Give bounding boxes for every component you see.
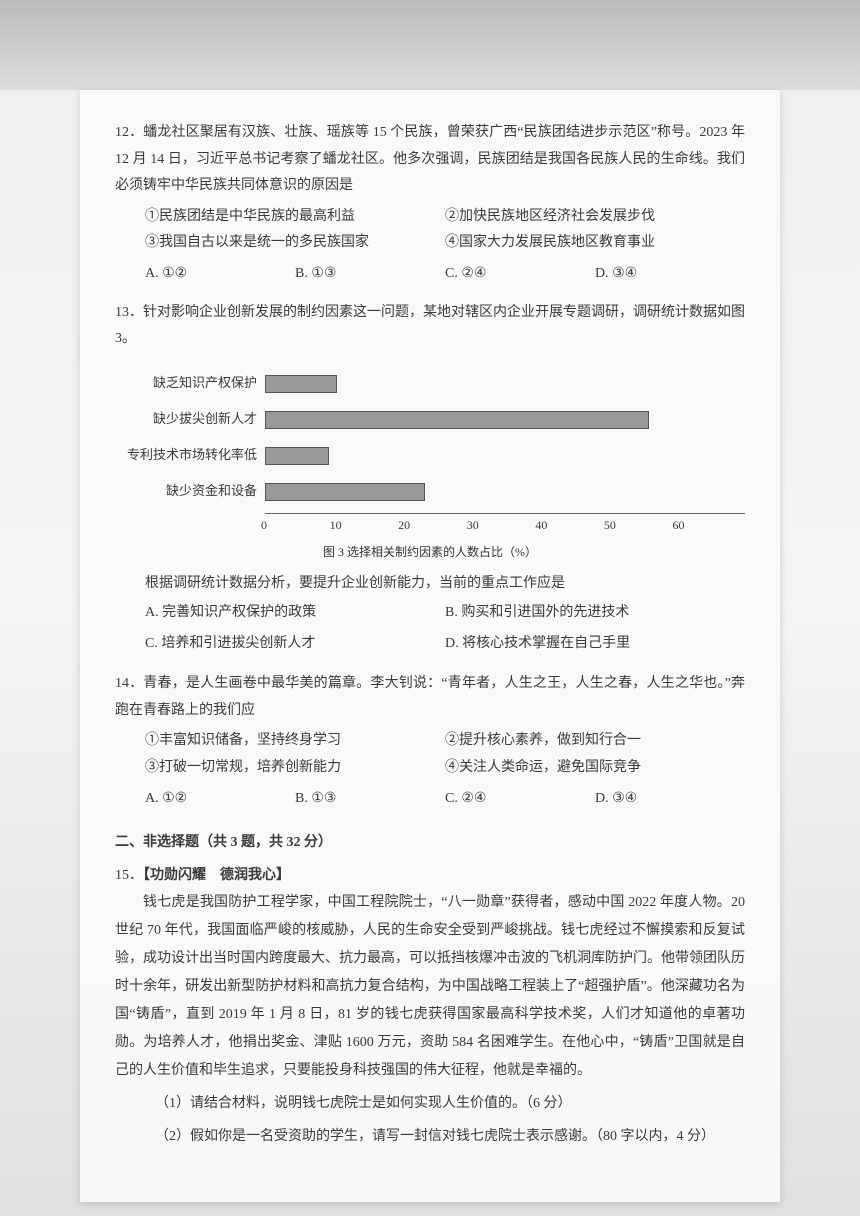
chart-y-label: 专利技术市场转化率低: [115, 443, 265, 468]
chart-bars-container: 缺乏知识产权保护缺少拔尖创新人才专利技术市场转化率低缺少资金和设备: [115, 369, 745, 507]
chart-bar-cell: [265, 411, 745, 429]
q14-text: 青春，是人生画卷中最华美的篇章。李大钊说：“青年者，人生之王，人生之春，人生之华…: [115, 676, 745, 718]
q13-opt-d[interactable]: D. 将核心技术掌握在自己手里: [445, 629, 745, 660]
q14-item-1: ①丰富知识储备，坚持终身学习: [145, 728, 445, 755]
q12-opt-a[interactable]: A. ①②: [145, 261, 295, 288]
chart-bar-cell: [265, 447, 745, 465]
chart-x-tick: 20: [398, 514, 467, 537]
q12-number: 12．: [115, 125, 143, 140]
q12-item-4: ④国家大力发展民族地区教育事业: [445, 230, 745, 257]
q13-opt-b[interactable]: B. 购买和引进国外的先进技术: [445, 598, 745, 629]
q14-opt-c[interactable]: C. ②④: [445, 786, 595, 813]
exam-paper: 12．蟠龙社区聚居有汉族、壮族、瑶族等 15 个民族，曾荣获广西“民族团结进步示…: [80, 90, 780, 1202]
chart-row: 缺少资金和设备: [115, 477, 745, 507]
chart-x-tick: 0: [261, 514, 330, 537]
chart-x-tick: 40: [535, 514, 604, 537]
q15-sub1: （1）请结合材料，说明钱七虎院士是如何实现人生价值的。（6 分）: [155, 1091, 745, 1118]
q15-number: 15．: [115, 868, 143, 883]
q14-item-2: ②提升核心素养，做到知行合一: [445, 728, 745, 755]
q13-stem: 13．针对影响企业创新发展的制约因素这一问题，某地对辖区内企业开展专题调研，调研…: [115, 300, 745, 353]
chart-bar-cell: [265, 375, 745, 393]
q13-chart: 缺乏知识产权保护缺少拔尖创新人才专利技术市场转化率低缺少资金和设备 010203…: [115, 369, 745, 564]
q12-item-1: ①民族团结是中华民族的最高利益: [145, 204, 445, 231]
chart-x-tick: 60: [672, 514, 741, 537]
q14-item-3: ③打破一切常规，培养创新能力: [145, 755, 445, 782]
q12-items: ①民族团结是中华民族的最高利益 ②加快民族地区经济社会发展步伐 ③我国自古以来是…: [145, 204, 745, 257]
q12-item-3: ③我国自古以来是统一的多民族国家: [145, 230, 445, 257]
q14-items: ①丰富知识储备，坚持终身学习 ②提升核心素养，做到知行合一 ③打破一切常规，培养…: [145, 728, 745, 781]
chart-x-tick: 10: [330, 514, 399, 537]
chart-x-axis: 0102030405060: [265, 513, 745, 537]
q12-opt-b[interactable]: B. ①③: [295, 261, 445, 288]
chart-row: 缺乏知识产权保护: [115, 369, 745, 399]
question-13: 13．针对影响企业创新发展的制约因素这一问题，某地对辖区内企业开展专题调研，调研…: [115, 300, 745, 660]
question-15: 15．【功勋闪耀 德润我心】 钱七虎是我国防护工程学家，中国工程院院士，“八一勋…: [115, 863, 745, 1151]
q13-options: A. 完善知识产权保护的政策 B. 购买和引进国外的先进技术 C. 培养和引进拔…: [145, 598, 745, 659]
q15-title: 【功勋闪耀 德润我心】: [143, 868, 290, 883]
section-2-heading: 二、非选择题（共 3 题，共 32 分）: [115, 830, 745, 857]
chart-x-tick: 50: [604, 514, 673, 537]
chart-y-label: 缺少资金和设备: [115, 479, 265, 504]
chart-bar: [265, 375, 337, 393]
chart-bar: [265, 411, 649, 429]
q12-stem: 12．蟠龙社区聚居有汉族、壮族、瑶族等 15 个民族，曾荣获广西“民族团结进步示…: [115, 120, 745, 200]
scan-shadow: [0, 0, 860, 90]
question-14: 14．青春，是人生画卷中最华美的篇章。李大钊说：“青年者，人生之王，人生之春，人…: [115, 671, 745, 812]
q12-options: A. ①② B. ①③ C. ②④ D. ③④: [145, 261, 745, 288]
chart-caption: 图 3 选择相关制约因素的人数占比（%）: [115, 541, 745, 564]
chart-bar: [265, 483, 425, 501]
q13-text: 针对影响企业创新发展的制约因素这一问题，某地对辖区内企业开展专题调研，调研统计数…: [115, 305, 745, 347]
q14-options: A. ①② B. ①③ C. ②④ D. ③④: [145, 786, 745, 813]
q15-header: 15．【功勋闪耀 德润我心】: [115, 863, 745, 890]
q14-opt-a[interactable]: A. ①②: [145, 786, 295, 813]
q12-text: 蟠龙社区聚居有汉族、壮族、瑶族等 15 个民族，曾荣获广西“民族团结进步示范区”…: [115, 125, 745, 193]
chart-bar-cell: [265, 483, 745, 501]
question-12: 12．蟠龙社区聚居有汉族、壮族、瑶族等 15 个民族，曾荣获广西“民族团结进步示…: [115, 120, 745, 288]
chart-bar: [265, 447, 329, 465]
q14-opt-d[interactable]: D. ③④: [595, 786, 745, 813]
chart-y-label: 缺乏知识产权保护: [115, 371, 265, 396]
q13-opt-a[interactable]: A. 完善知识产权保护的政策: [145, 598, 445, 629]
chart-row: 专利技术市场转化率低: [115, 441, 745, 471]
chart-row: 缺少拔尖创新人才: [115, 405, 745, 435]
page-wrapper: 12．蟠龙社区聚居有汉族、壮族、瑶族等 15 个民族，曾荣获广西“民族团结进步示…: [0, 0, 860, 1216]
q12-opt-d[interactable]: D. ③④: [595, 261, 745, 288]
chart-y-label: 缺少拔尖创新人才: [115, 407, 265, 432]
q15-sub2: （2）假如你是一名受资助的学生，请写一封信对钱七虎院士表示感谢。（80 字以内，…: [155, 1124, 745, 1151]
q12-opt-c[interactable]: C. ②④: [445, 261, 595, 288]
q13-stem2: 根据调研统计数据分析，要提升企业创新能力，当前的重点工作应是: [145, 571, 745, 598]
q13-opt-c[interactable]: C. 培养和引进拔尖创新人才: [145, 629, 445, 660]
q14-item-4: ④关注人类命运，避免国际竞争: [445, 755, 745, 782]
q15-essay: 钱七虎是我国防护工程学家，中国工程院院士，“八一勋章”获得者，感动中国 2022…: [115, 889, 745, 1085]
q14-opt-b[interactable]: B. ①③: [295, 786, 445, 813]
q12-item-2: ②加快民族地区经济社会发展步伐: [445, 204, 745, 231]
chart-x-tick: 30: [467, 514, 536, 537]
q14-stem: 14．青春，是人生画卷中最华美的篇章。李大钊说：“青年者，人生之王，人生之春，人…: [115, 671, 745, 724]
q13-number: 13．: [115, 305, 143, 320]
q14-number: 14．: [115, 676, 143, 691]
